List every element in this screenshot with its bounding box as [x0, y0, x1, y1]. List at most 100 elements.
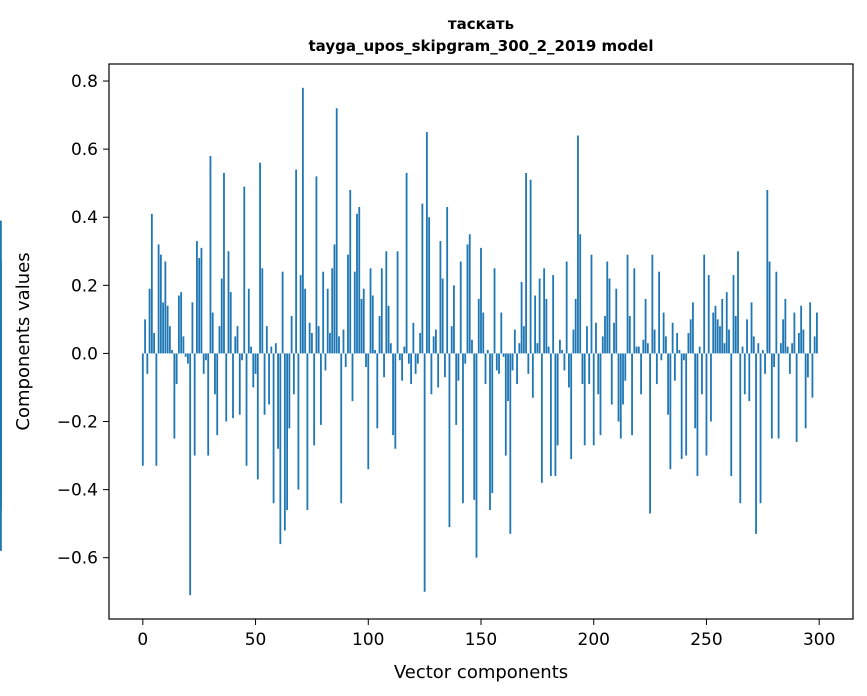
bar: [252, 353, 255, 388]
x-tick-label: 250: [690, 630, 722, 650]
bar: [660, 353, 663, 361]
bar: [556, 353, 559, 446]
bar: [809, 302, 812, 354]
bar: [525, 172, 527, 354]
bar: [369, 268, 372, 354]
bar: [698, 346, 701, 354]
bar: [383, 353, 385, 378]
bar: [292, 353, 295, 395]
bar: [755, 353, 757, 534]
bar: [671, 322, 674, 354]
bar: [642, 339, 645, 354]
bar: [714, 305, 717, 354]
bar: [462, 353, 464, 504]
bar: [572, 329, 575, 354]
bar: [811, 353, 814, 398]
bar: [416, 353, 419, 364]
bar: [150, 213, 153, 354]
bar: [306, 353, 309, 511]
bar: [392, 353, 394, 436]
x-tick-label: 0: [137, 630, 148, 650]
bar: [486, 350, 489, 354]
bar: [187, 353, 189, 364]
bar: [795, 353, 798, 442]
bar: [389, 343, 392, 354]
bar: [412, 322, 415, 354]
x-axis-ticks: 0 50 100 150 200 250 300: [137, 619, 835, 650]
bar: [410, 353, 413, 385]
bar: [214, 353, 216, 395]
bar: [732, 275, 735, 354]
bar: [153, 332, 155, 354]
bar: [552, 275, 555, 354]
bar: [162, 302, 165, 354]
bar: [640, 353, 642, 395]
bar: [527, 353, 530, 374]
bar: [245, 353, 248, 466]
bar: [459, 261, 462, 354]
bar: [685, 353, 688, 456]
bar: [518, 343, 521, 354]
bar: [313, 353, 316, 446]
bar: [157, 244, 160, 354]
bar: [658, 271, 661, 354]
bar: [574, 298, 577, 354]
bar: [166, 305, 169, 354]
bar: [394, 353, 397, 449]
bar: [428, 217, 431, 354]
bar: [473, 353, 476, 500]
bar: [173, 353, 176, 439]
bar: [362, 288, 365, 354]
bar: [766, 189, 769, 354]
bar: [283, 353, 286, 531]
bar: [757, 343, 760, 354]
bar: [274, 343, 277, 354]
x-tick-label: 200: [578, 630, 610, 650]
bar: [610, 353, 613, 405]
bar: [333, 244, 336, 354]
bar: [703, 254, 706, 354]
bar: [225, 353, 228, 422]
bar: [259, 162, 261, 354]
bar: [180, 292, 183, 354]
bar: [540, 353, 543, 483]
bar: [701, 353, 703, 395]
bar: [664, 336, 667, 354]
bar: [710, 353, 712, 422]
bar: [441, 278, 444, 354]
bar: [480, 247, 482, 354]
bar: [777, 353, 780, 439]
x-tick-label: 50: [245, 630, 267, 650]
bar: [788, 353, 791, 374]
bar: [0, 346, 2, 354]
bar: [0, 353, 2, 500]
bar: [425, 132, 428, 354]
bar: [439, 241, 442, 354]
bar: [705, 353, 708, 456]
bar: [159, 254, 162, 354]
bar: [764, 353, 766, 374]
bar: [475, 353, 478, 558]
bar: [651, 254, 654, 354]
bar: [254, 353, 257, 374]
bar: [543, 268, 546, 354]
bar: [511, 353, 514, 371]
bar: [694, 353, 697, 429]
bar: [599, 353, 602, 436]
bar: [421, 203, 424, 354]
bar: [759, 353, 762, 504]
bar: [419, 332, 422, 354]
bar: [414, 353, 417, 374]
bar: [288, 353, 291, 429]
bar: [516, 353, 518, 385]
bar: [338, 336, 340, 354]
y-tick-label: 0.8: [71, 72, 98, 92]
chart-title: таскать: [448, 15, 514, 33]
bar: [378, 315, 381, 354]
bar: [146, 353, 149, 374]
bar: [669, 353, 672, 470]
bar: [218, 326, 221, 354]
bar: [407, 353, 410, 364]
bar: [538, 278, 541, 354]
bar: [782, 319, 785, 354]
